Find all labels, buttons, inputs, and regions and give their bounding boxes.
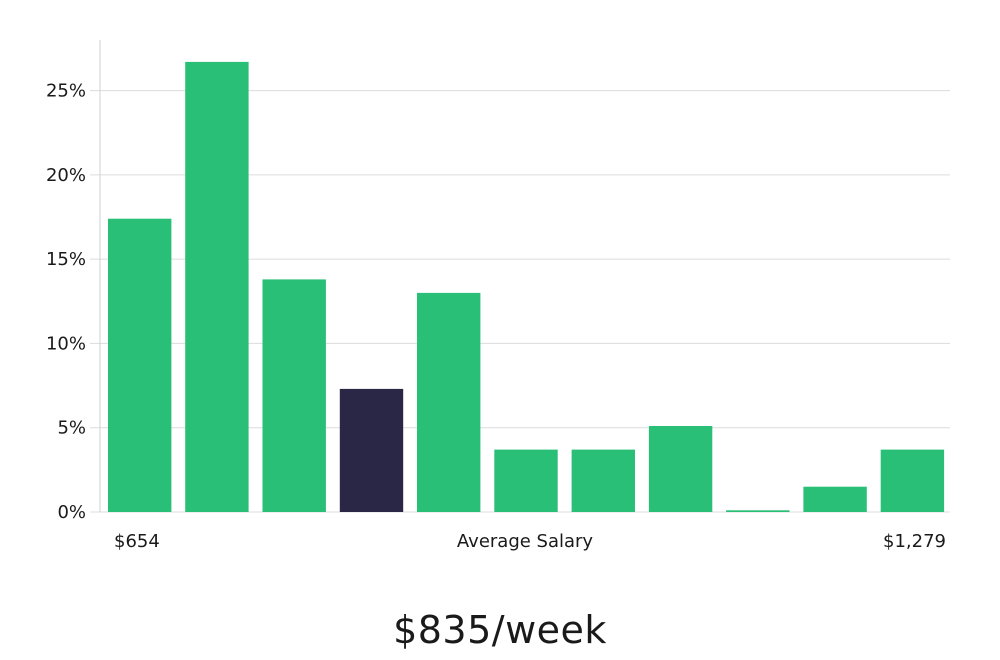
x-min-label: $654	[114, 531, 160, 552]
bar	[262, 279, 326, 512]
y-tick-label: 5%	[57, 418, 86, 439]
y-axis-ticks: 0% 5% 10% 15% 20% 25%	[46, 81, 86, 523]
average-salary-value: $835/week	[393, 608, 607, 652]
y-tick-label: 0%	[57, 502, 86, 523]
histogram-svg: 0% 5% 10% 15% 20% 25% $654 Average Salary $1,…	[46, 40, 950, 552]
bar	[571, 449, 635, 512]
bar	[880, 449, 945, 512]
bar	[185, 61, 249, 513]
y-tick-label: 10%	[46, 333, 86, 354]
bar	[648, 426, 713, 512]
y-tick-label: 25%	[46, 81, 86, 102]
bar	[726, 510, 790, 512]
x-center-label: Average Salary	[457, 531, 594, 552]
salary-histogram: 0% 5% 10% 15% 20% 25% $654 Average Salary $1,…	[46, 40, 950, 552]
x-max-label: $1,279	[883, 531, 946, 552]
bar-highlighted	[339, 388, 404, 512]
y-tick-label: 20%	[46, 165, 86, 186]
bar	[417, 292, 481, 512]
y-tick-label: 15%	[46, 249, 86, 270]
bar	[494, 449, 558, 512]
bars	[108, 61, 945, 513]
bar	[803, 486, 867, 512]
bar	[108, 218, 172, 512]
